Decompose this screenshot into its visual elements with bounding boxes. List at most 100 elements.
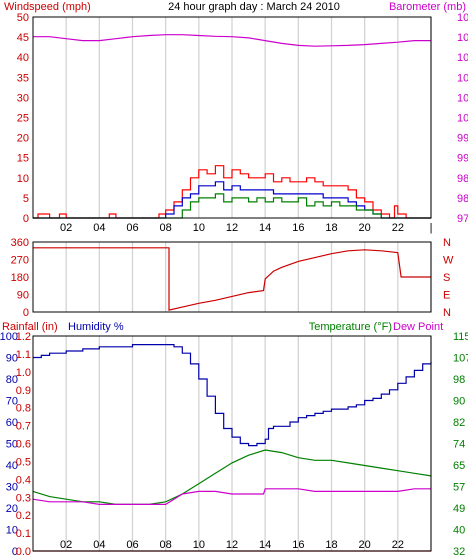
temperature-tick-label: 40	[453, 525, 465, 537]
rainfall-tick-label: 0.5	[16, 456, 31, 468]
rainfall-tick-label: 0.4	[16, 474, 31, 486]
rainfall-tick-label: 0.6	[16, 439, 31, 451]
hour-tick-label: 04	[93, 539, 105, 551]
hour-tick-label: |	[430, 222, 433, 234]
temperature-tick-label: 98	[453, 374, 465, 386]
barometer-tick-label: 1005	[457, 92, 468, 104]
hour-tick-label: 22	[392, 222, 404, 234]
compass-tick-label: N	[443, 237, 451, 249]
hour-tick-label: 08	[160, 539, 172, 551]
rainfall-tick-label: 0.2	[16, 510, 31, 522]
rainfall-tick-label: 1.0	[16, 367, 31, 379]
barometer-tick-label: 990	[457, 153, 468, 165]
compass-tick-label: E	[443, 290, 450, 302]
barometer-tick-label: 1016	[457, 52, 468, 64]
hour-tick-label: 02	[60, 222, 72, 234]
windspeed-tick-label: 50	[17, 12, 29, 24]
windspeed-axis-label: Windspeed (mph)	[4, 1, 91, 13]
barometer-tick-label: 980	[457, 193, 468, 205]
hour-tick-label: 20	[359, 539, 371, 551]
hour-tick-label: 10	[193, 539, 205, 551]
hour-tick-label: 16	[292, 222, 304, 234]
humidity-tick-label: 100	[0, 331, 18, 343]
windspeed-tick-label: 10	[17, 173, 29, 185]
humidity-tick-label: 30	[6, 482, 18, 494]
humidity-tick-label: 40	[6, 460, 18, 472]
windspeed-tick-label: 35	[17, 72, 29, 84]
wind-panel-frame	[32, 16, 432, 219]
hour-tick-label: 06	[126, 222, 138, 234]
rainfall-tick-label: 0.7	[16, 421, 31, 433]
direction-tick-label: 90	[17, 290, 29, 302]
dewpoint-line	[32, 488, 431, 505]
temperature-tick-label: 74	[453, 439, 465, 451]
temperature-tick-label: 82	[453, 417, 465, 429]
barometer-tick-label: 995	[457, 133, 468, 145]
rainfall-tick-label: 0.9	[16, 385, 31, 397]
rainfall-tick-label: 1.1	[16, 349, 31, 361]
rainfall-tick-label: 1.2	[16, 331, 31, 343]
direction-tick-label: 0	[23, 307, 29, 319]
barometer-tick-label: 985	[457, 173, 468, 185]
rainfall-tick-label: 0.3	[16, 492, 31, 504]
average-wind-line	[33, 181, 431, 219]
dewpoint-axis-label: Dew Point	[393, 321, 443, 333]
hour-tick-label: 04	[93, 222, 105, 234]
humidity-tick-label: 60	[6, 417, 18, 429]
hour-tick-label: 06	[126, 539, 138, 551]
rainfall-axis-label: Rainfall (in)	[2, 321, 58, 333]
temperature-line	[32, 449, 432, 505]
windspeed-tick-label: 20	[17, 133, 29, 145]
rainfall-tick-label: 0.8	[16, 403, 31, 415]
hour-tick-label: 20	[359, 222, 371, 234]
barometer-tick-label: 1021	[457, 32, 468, 44]
windspeed-tick-label: 45	[17, 32, 29, 44]
barometer-tick-label: 975	[457, 213, 468, 225]
temperature-tick-label: 32	[453, 546, 465, 558]
temperature-panel-frame	[32, 335, 432, 552]
windspeed-tick-label: 30	[17, 92, 29, 104]
temperature-tick-label: 107	[453, 353, 468, 365]
hour-tick-label: 12	[226, 222, 238, 234]
direction-tick-label: 180	[11, 272, 29, 284]
windspeed-tick-label: 0	[23, 213, 29, 225]
rainfall-tick-label: 0.0	[16, 546, 31, 558]
humidity-tick-label: 10	[6, 525, 18, 537]
barometer-tick-label: 1026	[457, 12, 468, 24]
humidity-tick-label: 80	[6, 374, 18, 386]
direction-tick-label: 270	[11, 255, 29, 267]
humidity-tick-label: 70	[6, 396, 18, 408]
humidity-axis-label: Humidity %	[68, 321, 124, 333]
temperature-axis-label: Temperature (°F)	[309, 321, 392, 333]
humidity-tick-label: 20	[6, 503, 18, 515]
compass-tick-label: N	[443, 307, 451, 319]
temperature-tick-label: 115	[453, 331, 468, 343]
chart-title: 24 hour graph day : March 24 2010	[168, 1, 340, 13]
humidity-tick-label: 50	[6, 439, 18, 451]
hour-tick-label: 12	[226, 539, 238, 551]
calm-wind-line	[33, 193, 431, 219]
hour-tick-label: 22	[392, 539, 404, 551]
windspeed-tick-label: 25	[17, 113, 29, 125]
compass-tick-label: S	[443, 272, 450, 284]
rainfall-tick-label: 0.1	[16, 528, 31, 540]
humidity-tick-label: 90	[6, 353, 18, 365]
hour-tick-label: 02	[60, 539, 72, 551]
compass-tick-label: W	[443, 255, 454, 267]
wind-direction-line	[33, 247, 431, 311]
hour-tick-label: 14	[259, 539, 271, 551]
humidity-tick-label: 0	[12, 546, 18, 558]
hour-tick-label: 18	[325, 539, 337, 551]
windspeed-tick-label: 15	[17, 153, 29, 165]
temperature-tick-label: 49	[453, 503, 465, 515]
hour-tick-label: 08	[160, 222, 172, 234]
hour-tick-label: 18	[325, 222, 337, 234]
hour-tick-label: 14	[259, 222, 271, 234]
barometer-line	[33, 34, 431, 47]
temperature-tick-label: 57	[453, 482, 465, 494]
direction-tick-label: 360	[11, 237, 29, 249]
